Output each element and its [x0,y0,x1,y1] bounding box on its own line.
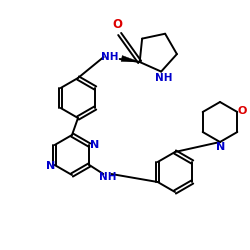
Text: NH: NH [98,172,116,182]
Text: O: O [238,106,247,116]
Polygon shape [121,56,140,62]
Text: O: O [113,18,123,32]
Text: N: N [46,161,55,171]
Text: NH: NH [101,52,118,62]
Text: N: N [216,142,226,152]
Text: NH: NH [156,72,173,83]
Text: N: N [90,140,99,150]
